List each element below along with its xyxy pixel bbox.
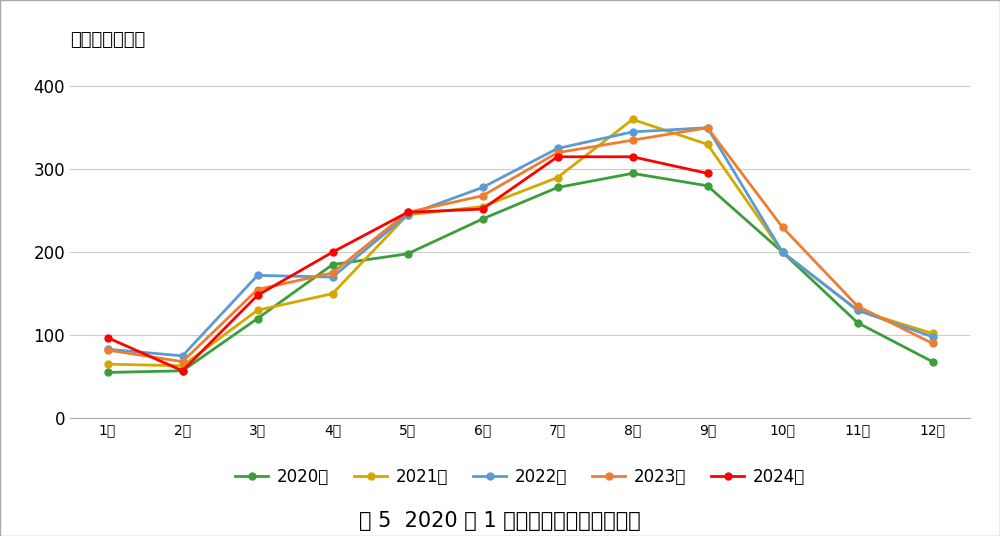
2020年 (702, 183, 714, 189)
Line: 2021年: 2021年 (104, 116, 936, 369)
2021年 (776, 249, 788, 255)
2020年 (326, 262, 338, 268)
2021年 (402, 212, 414, 218)
2023年 (776, 224, 788, 230)
2024年 (252, 292, 264, 299)
2022年 (626, 129, 639, 135)
2021年 (626, 116, 639, 123)
2020年 (626, 170, 639, 176)
2023年 (926, 340, 938, 347)
2022年 (102, 346, 114, 353)
2022年 (702, 124, 714, 131)
Line: 2023年: 2023年 (104, 124, 936, 365)
Line: 2020年: 2020年 (104, 170, 936, 376)
2022年 (552, 145, 564, 152)
2020年 (102, 369, 114, 376)
2020年 (476, 216, 488, 222)
2024年 (326, 249, 338, 255)
2024年 (476, 206, 488, 212)
Line: 2022年: 2022年 (104, 124, 936, 359)
2023年 (326, 270, 338, 276)
2024年 (702, 170, 714, 176)
2020年 (776, 249, 788, 255)
2023年 (702, 124, 714, 131)
Text: 水产饰料，万吨: 水产饰料，万吨 (70, 31, 145, 49)
2024年 (552, 153, 564, 160)
2022年 (852, 307, 864, 314)
Text: 图 5  2020 年 1 月以来水产饰料产量变化: 图 5 2020 年 1 月以来水产饰料产量变化 (359, 511, 641, 531)
Line: 2024年: 2024年 (104, 153, 711, 374)
2024年 (102, 334, 114, 341)
2024年 (626, 153, 639, 160)
2021年 (102, 361, 114, 367)
2020年 (402, 251, 414, 257)
2022年 (326, 274, 338, 280)
2023年 (852, 303, 864, 309)
2020年 (926, 359, 938, 365)
2022年 (476, 184, 488, 191)
2022年 (252, 272, 264, 279)
2021年 (176, 362, 188, 369)
2024年 (176, 368, 188, 374)
2022年 (176, 353, 188, 359)
2021年 (702, 141, 714, 147)
2023年 (626, 137, 639, 144)
2021年 (476, 203, 488, 210)
2021年 (252, 307, 264, 314)
2021年 (852, 307, 864, 314)
2023年 (176, 359, 188, 365)
2022年 (926, 333, 938, 340)
2020年 (252, 315, 264, 322)
2023年 (476, 192, 488, 199)
2022年 (402, 212, 414, 218)
2020年 (852, 319, 864, 326)
2023年 (552, 150, 564, 156)
2020年 (176, 368, 188, 374)
2021年 (926, 330, 938, 337)
2022年 (776, 249, 788, 255)
2024年 (402, 209, 414, 215)
2023年 (402, 209, 414, 215)
2023年 (252, 286, 264, 293)
2023年 (102, 347, 114, 353)
2021年 (552, 174, 564, 181)
2020年 (552, 184, 564, 191)
Legend: 2020年, 2021年, 2022年, 2023年, 2024年: 2020年, 2021年, 2022年, 2023年, 2024年 (235, 468, 805, 486)
2021年 (326, 291, 338, 297)
